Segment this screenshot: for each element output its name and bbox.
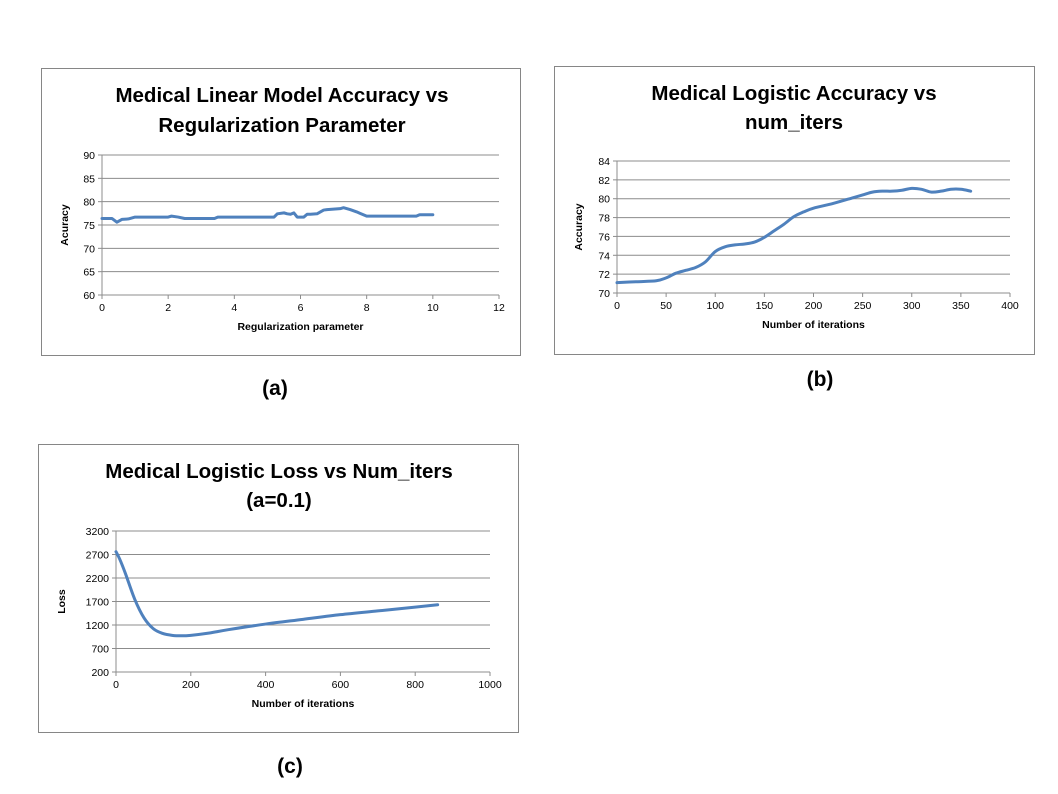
chart-title-line: Medical Logistic Loss vs Num_iters: [105, 460, 452, 483]
x-tick-label: 600: [332, 679, 350, 691]
y-tick-label: 90: [83, 150, 95, 162]
chart-title-line: Medical Logistic Accuracy vs: [651, 82, 936, 105]
x-tick-label: 400: [1001, 300, 1019, 312]
chart-title-line: (a=0.1): [246, 489, 312, 512]
x-tick-label: 200: [805, 300, 823, 312]
caption-c: (c): [277, 755, 303, 778]
series-line: [100, 206, 435, 224]
y-tick-label: 85: [83, 173, 95, 185]
y-tick-label: 72: [598, 269, 610, 281]
x-tick-label: 50: [660, 300, 672, 312]
x-tick-label: 250: [854, 300, 872, 312]
y-tick-label: 2200: [86, 573, 110, 585]
x-tick-label: 4: [231, 302, 237, 314]
x-tick-label: 100: [706, 300, 724, 312]
y-axis-label: Accuracy: [573, 203, 585, 250]
y-tick-label: 70: [83, 243, 95, 255]
y-tick-label: 75: [83, 220, 95, 232]
y-tick-label: 200: [91, 667, 109, 679]
y-tick-label: 82: [598, 175, 610, 187]
x-tick-label: 300: [903, 300, 921, 312]
chart-panel-c: Medical Logistic Loss vs Num_iters (a=0.1…: [38, 444, 519, 733]
y-axis-label: Acuracy: [59, 204, 71, 246]
y-tick-label: 65: [83, 267, 95, 279]
chart-c: Medical Logistic Loss vs Num_iters (a=0.1…: [56, 460, 502, 710]
x-tick-label: 10: [427, 302, 439, 314]
chart-title-line: Regularization Parameter: [158, 114, 405, 137]
x-axis-label: Regularization parameter: [237, 321, 363, 333]
y-tick-label: 70: [598, 288, 610, 300]
y-tick-label: 700: [91, 644, 109, 656]
x-tick-label: 400: [257, 679, 275, 691]
y-tick-label: 3200: [86, 526, 110, 538]
x-tick-label: 800: [406, 679, 424, 691]
y-tick-label: 84: [598, 156, 610, 168]
x-tick-label: 12: [493, 302, 505, 314]
chart-a: Medical Linear Model Accuracy vs Regulari…: [59, 84, 505, 333]
y-tick-label: 80: [598, 194, 610, 206]
chart-title-line: Medical Linear Model Accuracy vs: [115, 84, 448, 107]
x-axis-label: Number of iterations: [762, 319, 865, 331]
y-tick-label: 1700: [86, 597, 110, 609]
x-axis-label: Number of iterations: [252, 698, 355, 710]
x-tick-label: 8: [364, 302, 370, 314]
x-tick-label: 2: [165, 302, 171, 314]
series-line: [615, 186, 973, 285]
y-tick-label: 78: [598, 213, 610, 225]
caption-a: (a): [262, 377, 288, 400]
chart-panel-a: Medical Linear Model Accuracy vs Regulari…: [41, 68, 521, 356]
y-tick-label: 80: [83, 197, 95, 209]
x-tick-label: 200: [182, 679, 200, 691]
y-tick-label: 74: [598, 250, 610, 262]
y-tick-label: 76: [598, 231, 610, 243]
x-tick-label: 6: [298, 302, 304, 314]
x-tick-label: 1000: [478, 679, 502, 691]
x-tick-label: 350: [952, 300, 970, 312]
series-line: [114, 550, 440, 638]
x-tick-label: 0: [113, 679, 119, 691]
y-tick-label: 1200: [86, 620, 110, 632]
x-tick-label: 0: [99, 302, 105, 314]
caption-b: (b): [806, 368, 834, 391]
y-tick-label: 2700: [86, 550, 110, 562]
x-tick-label: 0: [614, 300, 620, 312]
x-tick-label: 150: [756, 300, 774, 312]
chart-title-line: num_iters: [745, 111, 843, 134]
chart-b: Medical Logistic Accuracy vs num_iters 70 7…: [573, 82, 1019, 331]
chart-panel-b: Medical Logistic Accuracy vs num_iters 70 7…: [554, 66, 1035, 355]
y-tick-label: 60: [83, 290, 95, 302]
y-axis-label: Loss: [56, 589, 68, 614]
